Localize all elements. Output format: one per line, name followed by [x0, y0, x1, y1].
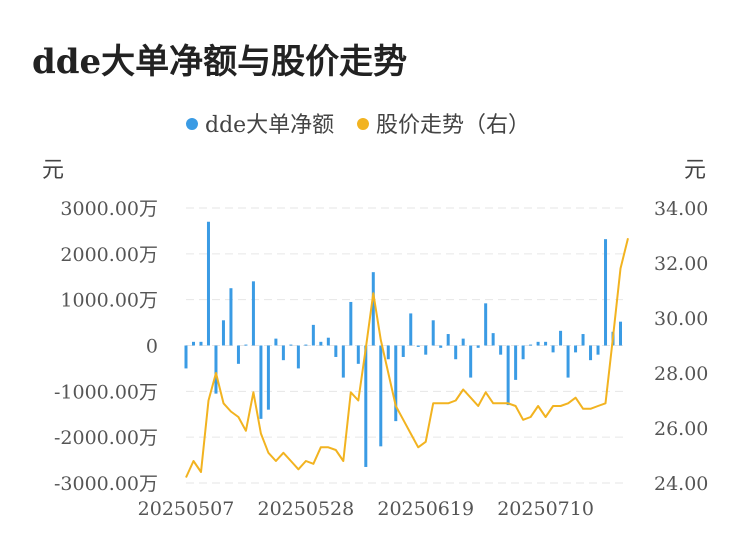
bar [574, 345, 578, 353]
bar [341, 345, 345, 378]
chart-title: dde大单净额与股价走势 [32, 42, 408, 82]
bar [251, 281, 255, 346]
bar [521, 345, 525, 360]
bar [424, 345, 428, 355]
left-tick-label: 2000.00万 [60, 244, 158, 266]
bar [311, 324, 315, 346]
bar [221, 320, 225, 346]
bar [536, 341, 540, 346]
legend-line-swatch [357, 118, 369, 130]
bar [551, 345, 555, 353]
legend: dde大单净额 股价走势（右） [186, 113, 530, 138]
bar [596, 345, 600, 355]
bar [401, 345, 405, 357]
bar [356, 345, 360, 364]
right-tick-label: 26.00 [654, 418, 708, 440]
bar [566, 345, 570, 378]
bar [191, 341, 195, 346]
bar [484, 303, 488, 346]
right-tick-label: 30.00 [654, 308, 708, 330]
legend-bar-label: dde大单净额 [205, 113, 334, 138]
bar [289, 344, 293, 346]
bar [491, 333, 495, 346]
bar [274, 338, 278, 346]
bar [349, 301, 353, 346]
bar [431, 320, 435, 346]
line-series [185, 238, 629, 478]
left-axis: 3000.00万 2000.00万 1000.00万 0 -1000.00万 -2000.… [54, 198, 158, 495]
bar-series [184, 221, 623, 467]
left-tick-label: -1000.00万 [54, 381, 158, 403]
x-tick-label: 20250710 [497, 498, 594, 520]
left-tick-label: 3000.00万 [60, 198, 158, 220]
legend-bar-swatch [186, 118, 198, 130]
right-unit-label: 元 [684, 158, 706, 183]
bar [514, 345, 518, 380]
right-tick-label: 28.00 [654, 363, 708, 385]
bar [266, 345, 270, 410]
bar [559, 330, 563, 346]
bar [296, 345, 300, 369]
bar [379, 345, 383, 447]
bar [529, 344, 533, 346]
bar [304, 344, 308, 346]
bar [319, 341, 323, 346]
bar [604, 239, 608, 346]
bar [394, 345, 398, 422]
bar [461, 338, 465, 346]
bar [214, 345, 218, 394]
legend-line-label: 股价走势（右） [376, 113, 530, 138]
bar [199, 341, 203, 346]
bar [236, 345, 240, 364]
bar [469, 345, 473, 378]
bar [206, 221, 210, 346]
x-tick-label: 20250528 [258, 498, 355, 520]
bar [371, 272, 375, 346]
left-tick-label: 1000.00万 [60, 290, 158, 312]
bar [454, 345, 458, 360]
bar [409, 313, 413, 346]
bar [334, 345, 338, 357]
x-tick-label: 20250619 [377, 498, 474, 520]
left-tick-label: -2000.00万 [54, 427, 158, 449]
right-tick-label: 32.00 [654, 253, 708, 275]
right-axis: 34.00 32.00 30.00 28.00 26.00 24.00 [654, 198, 708, 495]
left-unit-label: 元 [42, 158, 64, 183]
right-tick-label: 34.00 [654, 198, 708, 220]
bar [439, 345, 443, 348]
bar [364, 345, 368, 467]
left-tick-label: 0 [146, 336, 158, 358]
bar [259, 345, 263, 419]
bar [229, 288, 233, 346]
bar [581, 334, 585, 346]
price-line [185, 238, 629, 478]
bar [184, 345, 188, 369]
bar [281, 345, 285, 361]
bar [589, 345, 593, 361]
right-tick-label: 24.00 [654, 473, 708, 495]
bar [619, 321, 623, 346]
bar [476, 345, 480, 348]
x-tick-label: 20250507 [138, 498, 235, 520]
bar [499, 345, 503, 355]
bar [544, 341, 548, 346]
bar [416, 345, 420, 347]
bar [326, 337, 330, 346]
left-tick-label: -3000.00万 [54, 473, 158, 495]
bar [446, 334, 450, 346]
bar [386, 345, 390, 360]
bar [244, 344, 248, 346]
x-axis: 20250507 20250528 20250619 20250710 [138, 498, 594, 520]
bar [506, 345, 510, 406]
